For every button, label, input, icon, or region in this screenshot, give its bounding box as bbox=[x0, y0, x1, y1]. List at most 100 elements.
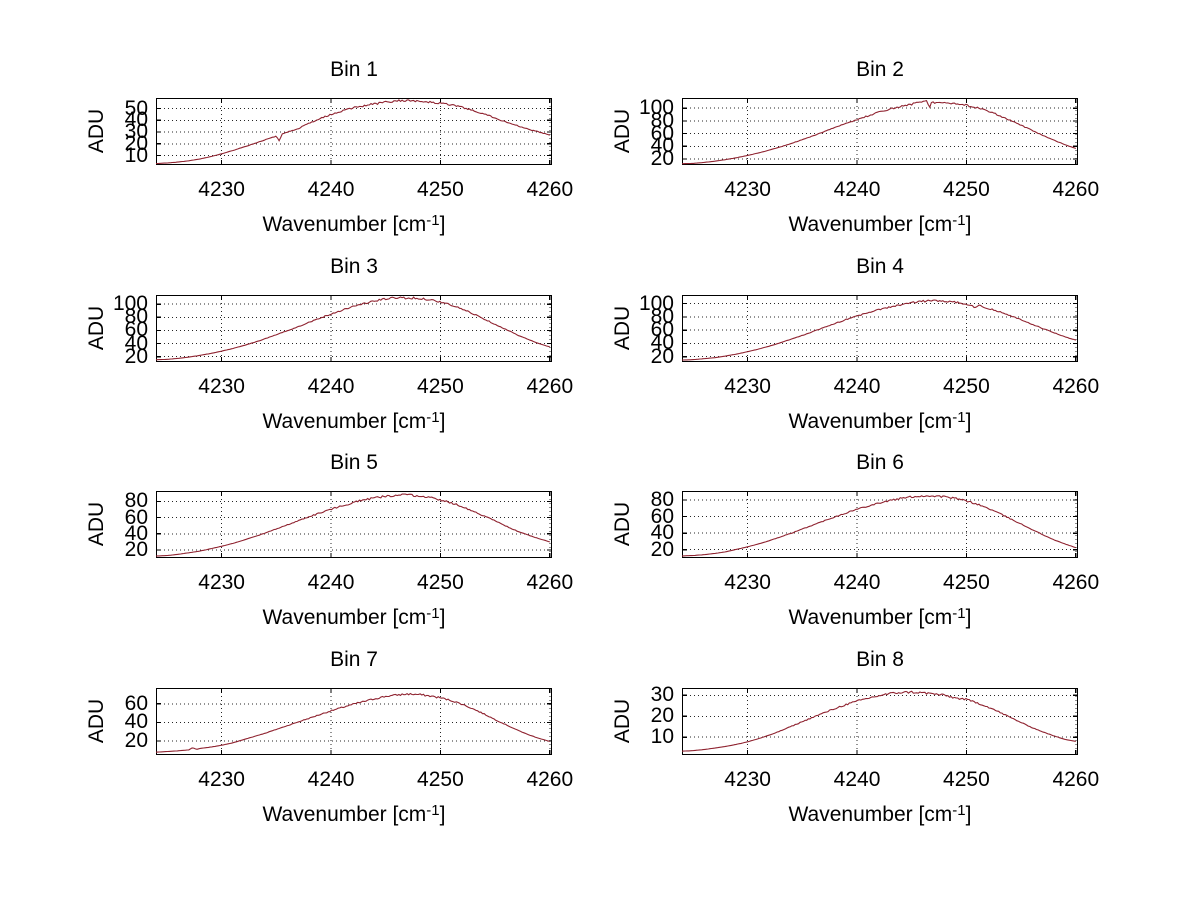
x-tick-label: 4260 bbox=[1052, 768, 1100, 791]
x-axis-label-superscript: -1 bbox=[426, 605, 440, 622]
y-tick-label: 80 bbox=[650, 108, 674, 132]
x-tick-label: 4250 bbox=[417, 178, 464, 201]
x-tick-label: 4240 bbox=[833, 375, 881, 398]
y-tick-label: 30 bbox=[650, 683, 674, 707]
x-tick-label: 4240 bbox=[307, 178, 355, 201]
x-tick-label: 4230 bbox=[724, 768, 771, 791]
plot-title: Bin 7 bbox=[330, 648, 378, 671]
subplot-bin-1: Bin 1 ADU Wavenumber [cm-1] 10 20 30 40 50 42… bbox=[36, 56, 576, 257]
spectrum-line bbox=[682, 99, 1076, 165]
x-axis-label-superscript: -1 bbox=[952, 802, 966, 819]
spectrum-line bbox=[156, 692, 550, 753]
subplot-bin-5: Bin 5 ADU Wavenumber [cm-1] 20 40 60 80 4230… bbox=[36, 449, 576, 650]
plot-title: Bin 1 bbox=[330, 58, 378, 81]
plot-area bbox=[156, 295, 552, 362]
x-axis-label-text: Wavenumber [cm bbox=[788, 410, 953, 433]
x-tick-label: 4250 bbox=[943, 768, 990, 791]
x-axis-label-close: ] bbox=[965, 213, 972, 236]
x-axis-label-text: Wavenumber [cm bbox=[788, 803, 953, 826]
x-tick-label: 4230 bbox=[724, 375, 771, 398]
plot-area bbox=[682, 295, 1078, 362]
y-tick-label: 40 bbox=[124, 710, 148, 734]
y-tick-label: 50 bbox=[124, 96, 148, 120]
x-tick-label: 4240 bbox=[307, 571, 355, 594]
y-tick-label: 10 bbox=[650, 725, 674, 749]
y-tick-label: 40 bbox=[124, 331, 148, 355]
x-axis-label: Wavenumber [cm-1] bbox=[682, 212, 1078, 240]
x-axis-label-close: ] bbox=[439, 213, 446, 236]
plot-title: Bin 8 bbox=[856, 648, 904, 671]
y-tick-label: 40 bbox=[124, 521, 148, 545]
x-axis-label-superscript: -1 bbox=[426, 802, 440, 819]
y-tick-label: 100 bbox=[112, 292, 148, 316]
x-tick-label: 4230 bbox=[198, 178, 245, 201]
x-tick-label: 4260 bbox=[1052, 375, 1100, 398]
x-axis-label-text: Wavenumber [cm bbox=[262, 803, 427, 826]
plot-title: Bin 3 bbox=[330, 255, 378, 278]
y-tick-label: 10 bbox=[124, 143, 148, 167]
x-axis-label: Wavenumber [cm-1] bbox=[682, 409, 1078, 437]
x-tick-label: 4260 bbox=[1052, 571, 1100, 594]
x-tick-label: 4260 bbox=[526, 768, 574, 791]
subplot-bin-2: Bin 2 ADU Wavenumber [cm-1] 20 40 60 80 100 4… bbox=[562, 56, 1102, 257]
y-tick-label: 60 bbox=[650, 318, 674, 342]
spectrum-line bbox=[682, 690, 1076, 752]
subplot-bin-3: Bin 3 ADU Wavenumber [cm-1] 20 40 60 80 100 4… bbox=[36, 253, 576, 454]
subplot-bin-8: Bin 8 ADU Wavenumber [cm-1] 10 20 30 4230 42… bbox=[562, 646, 1102, 847]
y-tick-label: 100 bbox=[638, 291, 674, 315]
x-axis-label: Wavenumber [cm-1] bbox=[156, 605, 552, 633]
y-tick-label: 30 bbox=[124, 120, 148, 144]
x-axis-label-close: ] bbox=[965, 410, 972, 433]
y-tick-label: 60 bbox=[650, 121, 674, 145]
y-tick-label: 20 bbox=[650, 704, 674, 728]
x-tick-label: 4250 bbox=[417, 768, 464, 791]
x-tick-label: 4250 bbox=[417, 571, 464, 594]
plot-title: Bin 5 bbox=[330, 451, 378, 474]
x-axis-label-close: ] bbox=[965, 606, 972, 629]
x-axis-label: Wavenumber [cm-1] bbox=[156, 409, 552, 437]
plot-area bbox=[156, 98, 552, 165]
x-tick-label: 4230 bbox=[198, 571, 245, 594]
y-tick-label: 40 bbox=[650, 521, 674, 545]
x-tick-label: 4260 bbox=[526, 571, 574, 594]
x-axis-label-text: Wavenumber [cm bbox=[262, 410, 427, 433]
plot-title: Bin 4 bbox=[856, 255, 904, 278]
plot-area bbox=[156, 491, 552, 558]
x-tick-label: 4240 bbox=[307, 768, 355, 791]
x-tick-label: 4260 bbox=[526, 375, 574, 398]
x-tick-label: 4240 bbox=[833, 178, 881, 201]
x-axis-label-text: Wavenumber [cm bbox=[262, 606, 427, 629]
y-tick-label: 60 bbox=[124, 505, 148, 529]
x-tick-label: 4230 bbox=[724, 178, 771, 201]
x-tick-label: 4250 bbox=[417, 375, 464, 398]
y-tick-label: 20 bbox=[650, 537, 674, 561]
x-tick-label: 4240 bbox=[307, 375, 355, 398]
y-tick-label: 80 bbox=[124, 305, 148, 329]
y-tick-label: 40 bbox=[650, 134, 674, 158]
spectrum-line bbox=[682, 495, 1076, 557]
x-tick-label: 4230 bbox=[724, 571, 771, 594]
spectrum-line bbox=[156, 493, 550, 557]
spectrum-line bbox=[156, 296, 550, 361]
y-tick-label: 20 bbox=[124, 729, 148, 753]
x-axis-label-text: Wavenumber [cm bbox=[788, 213, 953, 236]
x-axis-label-text: Wavenumber [cm bbox=[262, 213, 427, 236]
x-axis-label-superscript: -1 bbox=[952, 409, 966, 426]
y-tick-label: 80 bbox=[124, 489, 148, 513]
spectrum-line bbox=[156, 99, 550, 165]
x-tick-label: 4230 bbox=[198, 768, 245, 791]
y-tick-label: 80 bbox=[650, 488, 674, 512]
x-axis-label-text: Wavenumber [cm bbox=[788, 606, 953, 629]
subplot-bin-4: Bin 4 ADU Wavenumber [cm-1] 20 40 60 80 100 4… bbox=[562, 253, 1102, 454]
subplot-bin-6: Bin 6 ADU Wavenumber [cm-1] 20 40 60 80 4230… bbox=[562, 449, 1102, 650]
x-tick-label: 4230 bbox=[198, 375, 245, 398]
plot-title: Bin 6 bbox=[856, 451, 904, 474]
y-tick-label: 100 bbox=[638, 96, 674, 120]
y-tick-label: 20 bbox=[124, 131, 148, 155]
y-tick-label: 80 bbox=[650, 304, 674, 328]
y-tick-label: 20 bbox=[650, 344, 674, 368]
x-axis-label-superscript: -1 bbox=[426, 409, 440, 426]
x-axis-label-close: ] bbox=[439, 606, 446, 629]
y-tick-label: 20 bbox=[124, 344, 148, 368]
y-tick-label: 20 bbox=[650, 146, 674, 170]
